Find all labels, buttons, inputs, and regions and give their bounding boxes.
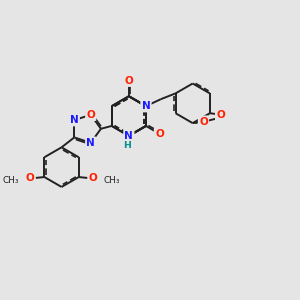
Text: H: H xyxy=(124,141,131,150)
Text: N: N xyxy=(124,131,133,141)
Text: CH₃: CH₃ xyxy=(103,176,120,185)
Text: O: O xyxy=(199,117,208,127)
Text: O: O xyxy=(155,129,164,139)
Text: N: N xyxy=(142,101,150,111)
Text: O: O xyxy=(216,110,225,120)
Text: N: N xyxy=(86,138,95,148)
Text: CH₃: CH₃ xyxy=(3,176,20,185)
Text: O: O xyxy=(86,110,95,120)
Text: O: O xyxy=(88,173,97,184)
Text: O: O xyxy=(124,76,133,86)
Text: O: O xyxy=(26,173,34,184)
Text: N: N xyxy=(70,115,79,125)
